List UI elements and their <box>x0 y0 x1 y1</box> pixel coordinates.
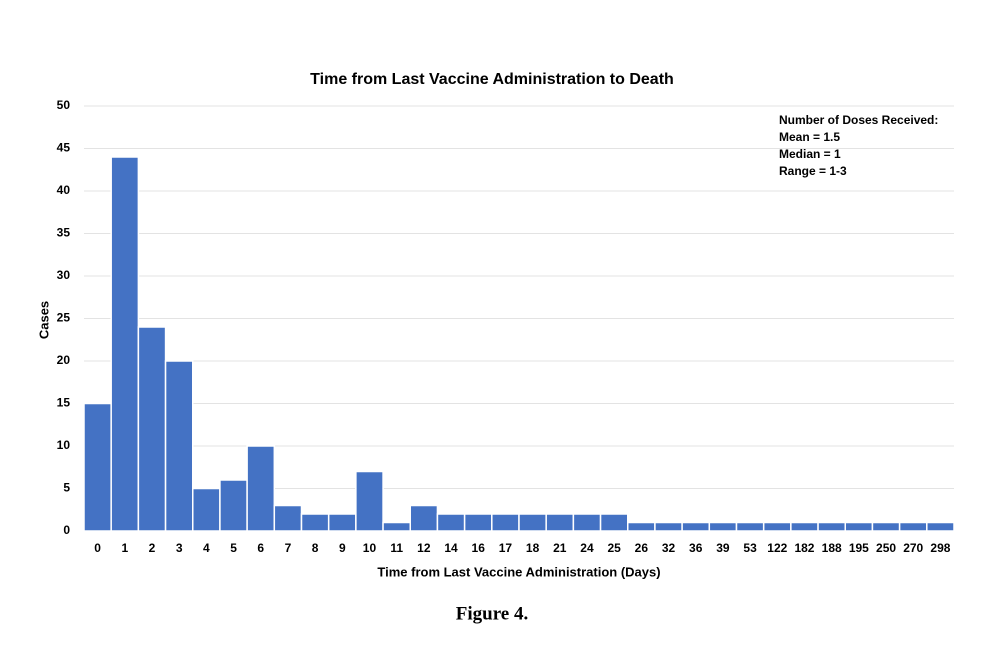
y-tick-label: 30 <box>57 268 71 282</box>
x-tick-label: 53 <box>743 541 757 555</box>
x-tick-label: 182 <box>794 541 814 555</box>
x-tick-label: 6 <box>257 541 264 555</box>
chart-title: Time from Last Vaccine Administration to… <box>310 71 674 88</box>
bar <box>219 479 248 532</box>
bar <box>762 521 792 532</box>
y-tick-label: 35 <box>57 226 71 240</box>
bar <box>246 445 276 532</box>
y-tick-label: 5 <box>63 481 70 495</box>
bar <box>545 513 575 532</box>
bar <box>681 521 711 532</box>
bar <box>463 513 493 532</box>
annotation: Number of Doses Received: <box>779 113 938 127</box>
y-tick-label: 10 <box>57 438 71 452</box>
caption: Figure 4. <box>456 603 528 624</box>
y-tick-label: 25 <box>57 311 71 325</box>
bar <box>110 156 140 532</box>
bar <box>409 504 439 532</box>
x-tick-label: 39 <box>716 541 730 555</box>
y-tick-label: 50 <box>57 98 71 112</box>
bar <box>654 521 683 532</box>
bar <box>844 521 874 532</box>
x-tick-label: 4 <box>203 541 210 555</box>
bar <box>518 513 547 532</box>
y-tick-label: 0 <box>63 523 70 537</box>
bar <box>327 513 357 532</box>
x-tick-label: 9 <box>339 541 346 555</box>
x-tick-label: 270 <box>903 541 923 555</box>
x-tick-label: 17 <box>499 541 513 555</box>
x-tick-label: 1 <box>121 541 128 555</box>
bar <box>491 513 520 532</box>
bar <box>192 487 221 532</box>
x-tick-label: 25 <box>607 541 621 555</box>
y-tick-label: 45 <box>57 141 71 155</box>
y-axis-label: Cases <box>36 301 51 339</box>
bar <box>817 521 846 532</box>
x-tick-label: 11 <box>390 541 403 555</box>
bar <box>164 360 194 532</box>
x-tick-label: 0 <box>94 541 101 555</box>
x-tick-label: 250 <box>876 541 896 555</box>
x-tick-label: 32 <box>662 541 676 555</box>
bar <box>355 470 384 532</box>
bar <box>735 521 765 532</box>
x-tick-label: 18 <box>526 541 540 555</box>
bar <box>572 513 602 532</box>
bar <box>708 521 738 532</box>
bar <box>436 513 466 532</box>
x-tick-label: 5 <box>230 541 237 555</box>
x-tick-label: 12 <box>417 541 431 555</box>
y-tick-label: 40 <box>57 183 71 197</box>
x-tick-label: 122 <box>767 541 787 555</box>
bar <box>137 326 167 532</box>
x-tick-label: 21 <box>553 541 567 555</box>
bar <box>273 504 303 532</box>
x-tick-label: 298 <box>930 541 950 555</box>
bar <box>382 521 411 532</box>
x-tick-label: 195 <box>849 541 869 555</box>
x-tick-label: 36 <box>689 541 703 555</box>
y-tick-label: 15 <box>57 396 71 410</box>
bar <box>898 521 928 532</box>
bar <box>871 521 901 532</box>
x-tick-label: 24 <box>580 541 594 555</box>
annotation: Mean = 1.5 <box>779 130 840 144</box>
x-tick-label: 7 <box>285 541 292 555</box>
bar <box>599 513 629 532</box>
x-tick-label: 16 <box>472 541 486 555</box>
bar <box>83 402 112 532</box>
x-tick-label: 14 <box>444 541 458 555</box>
x-tick-label: 3 <box>176 541 183 555</box>
annotation: Median = 1 <box>779 147 841 161</box>
x-tick-label: 8 <box>312 541 319 555</box>
bar <box>790 521 819 532</box>
annotation: Range = 1-3 <box>779 164 847 178</box>
x-tick-label: 2 <box>149 541 156 555</box>
bar <box>627 521 656 532</box>
x-tick-label: 26 <box>635 541 649 555</box>
bar <box>926 521 955 532</box>
x-axis-label: Time from Last Vaccine Administration (D… <box>377 564 660 579</box>
x-tick-label: 10 <box>363 541 377 555</box>
x-tick-label: 188 <box>822 541 842 555</box>
bar <box>300 513 330 532</box>
y-tick-label: 20 <box>57 353 71 367</box>
